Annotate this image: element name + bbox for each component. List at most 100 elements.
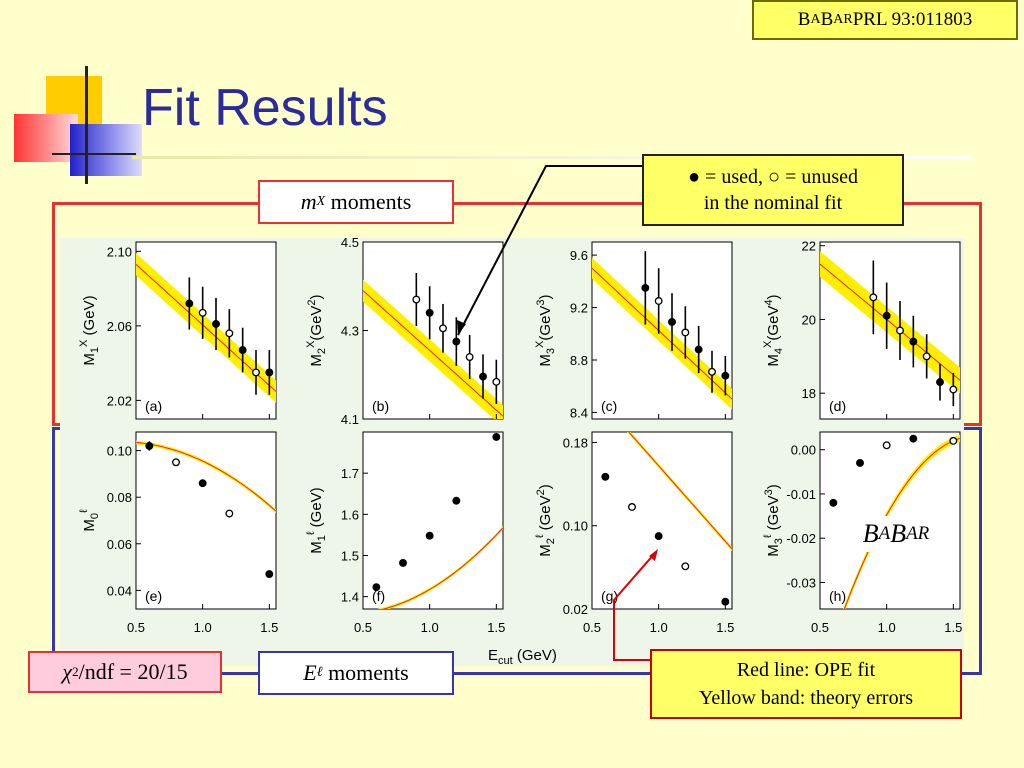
ref-text: PRL 93:011803	[852, 9, 973, 30]
plot-frame-g	[591, 431, 733, 610]
y-axis-label-unit-d: (GeV	[765, 306, 782, 341]
unused-point-d	[949, 385, 958, 394]
used-point-c	[721, 371, 730, 380]
y-tick-label-c: 8.8	[570, 353, 588, 368]
y-axis-label-sup-c: X	[534, 340, 546, 348]
y-tick-label-c: 8.4	[570, 405, 588, 420]
used-point-a	[185, 299, 194, 308]
deco-horizontal-line	[52, 153, 136, 155]
unused-point-d	[896, 326, 904, 335]
plot-content-b	[363, 272, 503, 419]
unused-point-b	[412, 295, 421, 304]
y-axis-label-main-c: M	[537, 354, 554, 367]
unused-point-h	[882, 441, 891, 450]
chi2-text: /ndf = 20/15	[78, 659, 188, 684]
panel-label-h: (h)	[829, 588, 846, 604]
y-axis-label-main-e: M	[81, 519, 98, 532]
unused-point-g	[628, 503, 636, 511]
marker-legend-box: ● = used, ○ = unused in the nominal fit	[642, 154, 904, 226]
unused-point-d	[922, 352, 931, 361]
x-axis-label-main: E	[488, 647, 498, 664]
y-tick-label-a: 2.10	[107, 244, 132, 259]
unused-point-g	[681, 562, 690, 571]
ref-b1: B	[797, 9, 811, 30]
y-axis-label-unit-sup-d: 4	[763, 299, 775, 305]
y-axis-label-sup-f: ℓ	[305, 531, 317, 535]
plot-content-h	[829, 434, 960, 609]
babar-logo: B A B AR	[848, 516, 944, 552]
plot-frame-f	[362, 431, 504, 610]
unused-point-c	[708, 367, 716, 376]
y-axis-label-main-g: M	[537, 544, 554, 557]
y-axis-label-c: M3X(GeV3)	[534, 294, 557, 366]
y-axis-label-sub-d: 4	[773, 348, 785, 354]
panel-label-e: (e)	[145, 588, 162, 604]
chart-panel-b: 4.54.34.1(b)M2X(GeV2)	[305, 235, 504, 427]
y-tick-label-c: 9.2	[570, 301, 588, 316]
mx-text: moments	[325, 189, 412, 214]
reference-box: B A B AR PRL 93:011803	[752, 0, 1018, 40]
unused-point-a	[225, 329, 234, 338]
panel-label-b: (b)	[372, 398, 389, 414]
x-tick-label-g: 1.5	[716, 620, 734, 635]
unused-point-b	[439, 324, 447, 333]
y-tick-label-c: 9.6	[570, 248, 588, 263]
used-point-g	[601, 472, 610, 481]
used-point-f	[399, 558, 407, 567]
used-point-h	[909, 434, 918, 443]
y-axis-label-sub-e: 0	[89, 513, 101, 519]
used-point-h	[829, 498, 838, 507]
y-axis-label-sup-g: ℓ	[534, 534, 546, 538]
unused-point-a	[198, 308, 207, 317]
y-tick-label-e: 0.08	[107, 490, 132, 505]
legend-line-1: ● = used, ○ = unused	[687, 166, 859, 188]
used-point-d	[882, 311, 891, 320]
y-tick-label-d: 22	[802, 239, 816, 254]
y-tick-label-a: 2.06	[107, 319, 132, 334]
y-tick-label-d: 20	[802, 312, 816, 327]
legend-callout-arrow	[457, 165, 642, 336]
plot-content-e	[136, 440, 276, 579]
note-line-1: Red line: OPE fit	[736, 659, 876, 681]
y-tick-label-f: 1.4	[341, 590, 359, 605]
panel-label-f: (f)	[372, 588, 385, 604]
used-point-c	[641, 283, 650, 292]
unused-point-e	[225, 509, 234, 518]
charts-group: 2.102.062.02 (a)M1X (GeV)4.54.34.1(b)M2X(…	[78, 235, 962, 667]
x-axis-label-unit: (GeV)	[513, 647, 557, 664]
unused-point-b	[492, 377, 501, 386]
y-axis-label-sub-a: 1	[89, 347, 101, 353]
used-point-c	[668, 318, 676, 326]
y-tick-label-h: -0.02	[786, 531, 816, 546]
used-point-a	[265, 368, 274, 377]
used-point-g	[654, 532, 663, 541]
chi2-label: χ 2/ndf = 20/15	[28, 651, 222, 693]
used-point-d	[936, 378, 944, 387]
y-axis-label-unit-sup-h: 3	[763, 489, 775, 495]
x-tick-label-g: 0.5	[583, 620, 601, 635]
plot-content-c	[592, 251, 732, 410]
panel-label-g: (g)	[601, 588, 618, 604]
used-point-e	[145, 442, 154, 450]
x-tick-label-g: 1.0	[650, 620, 668, 635]
x-tick-label-f: 1.0	[421, 620, 439, 635]
ref-ar: AR	[833, 12, 853, 27]
unused-point-c	[654, 297, 663, 305]
used-point-b	[479, 372, 487, 381]
unused-point-c	[681, 328, 690, 337]
used-point-f	[452, 496, 461, 505]
y-axis-label-close-h: )	[765, 484, 782, 489]
y-tick-label-h: 0.00	[791, 443, 816, 458]
unused-point-e	[172, 458, 180, 467]
y-axis-label-unit-h: (GeV	[765, 495, 782, 534]
unused-point-h	[949, 436, 958, 445]
x-tick-label-h: 1.0	[878, 620, 896, 635]
babar-a: A	[878, 523, 891, 544]
x-tick-label-f: 1.5	[487, 620, 505, 635]
used-point-a	[212, 320, 220, 328]
note-callout-arrow	[613, 552, 656, 661]
deco-blue-square	[70, 124, 142, 176]
used-point-d	[909, 337, 918, 346]
y-axis-label-main-b: M	[308, 354, 325, 367]
